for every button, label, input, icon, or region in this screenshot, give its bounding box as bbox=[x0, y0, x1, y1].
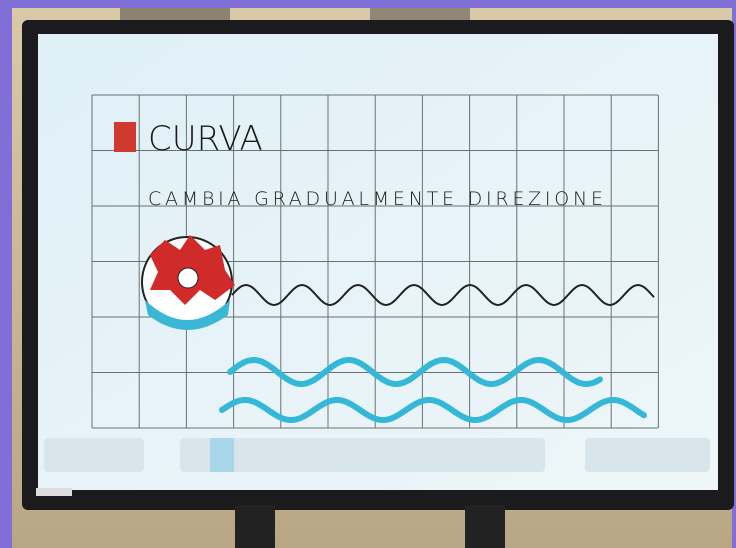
stand bbox=[235, 505, 275, 548]
photo: CURVA CAMBIA GRADUALMENTE DIREZIONE bbox=[0, 0, 736, 548]
toolbar-tools[interactable] bbox=[180, 438, 545, 472]
page: {"board": {"title": "CURVA", "subtitle":… bbox=[0, 0, 736, 548]
wall-poster bbox=[370, 8, 470, 22]
active-tool[interactable] bbox=[210, 438, 234, 472]
title: CURVA bbox=[148, 119, 263, 159]
wall-poster bbox=[120, 8, 230, 22]
bullet bbox=[114, 122, 136, 152]
toolbar-right[interactable] bbox=[585, 438, 710, 472]
toolbar-left[interactable] bbox=[44, 438, 144, 472]
stand bbox=[465, 505, 505, 548]
donut-hole bbox=[178, 268, 198, 288]
logo bbox=[36, 488, 72, 496]
